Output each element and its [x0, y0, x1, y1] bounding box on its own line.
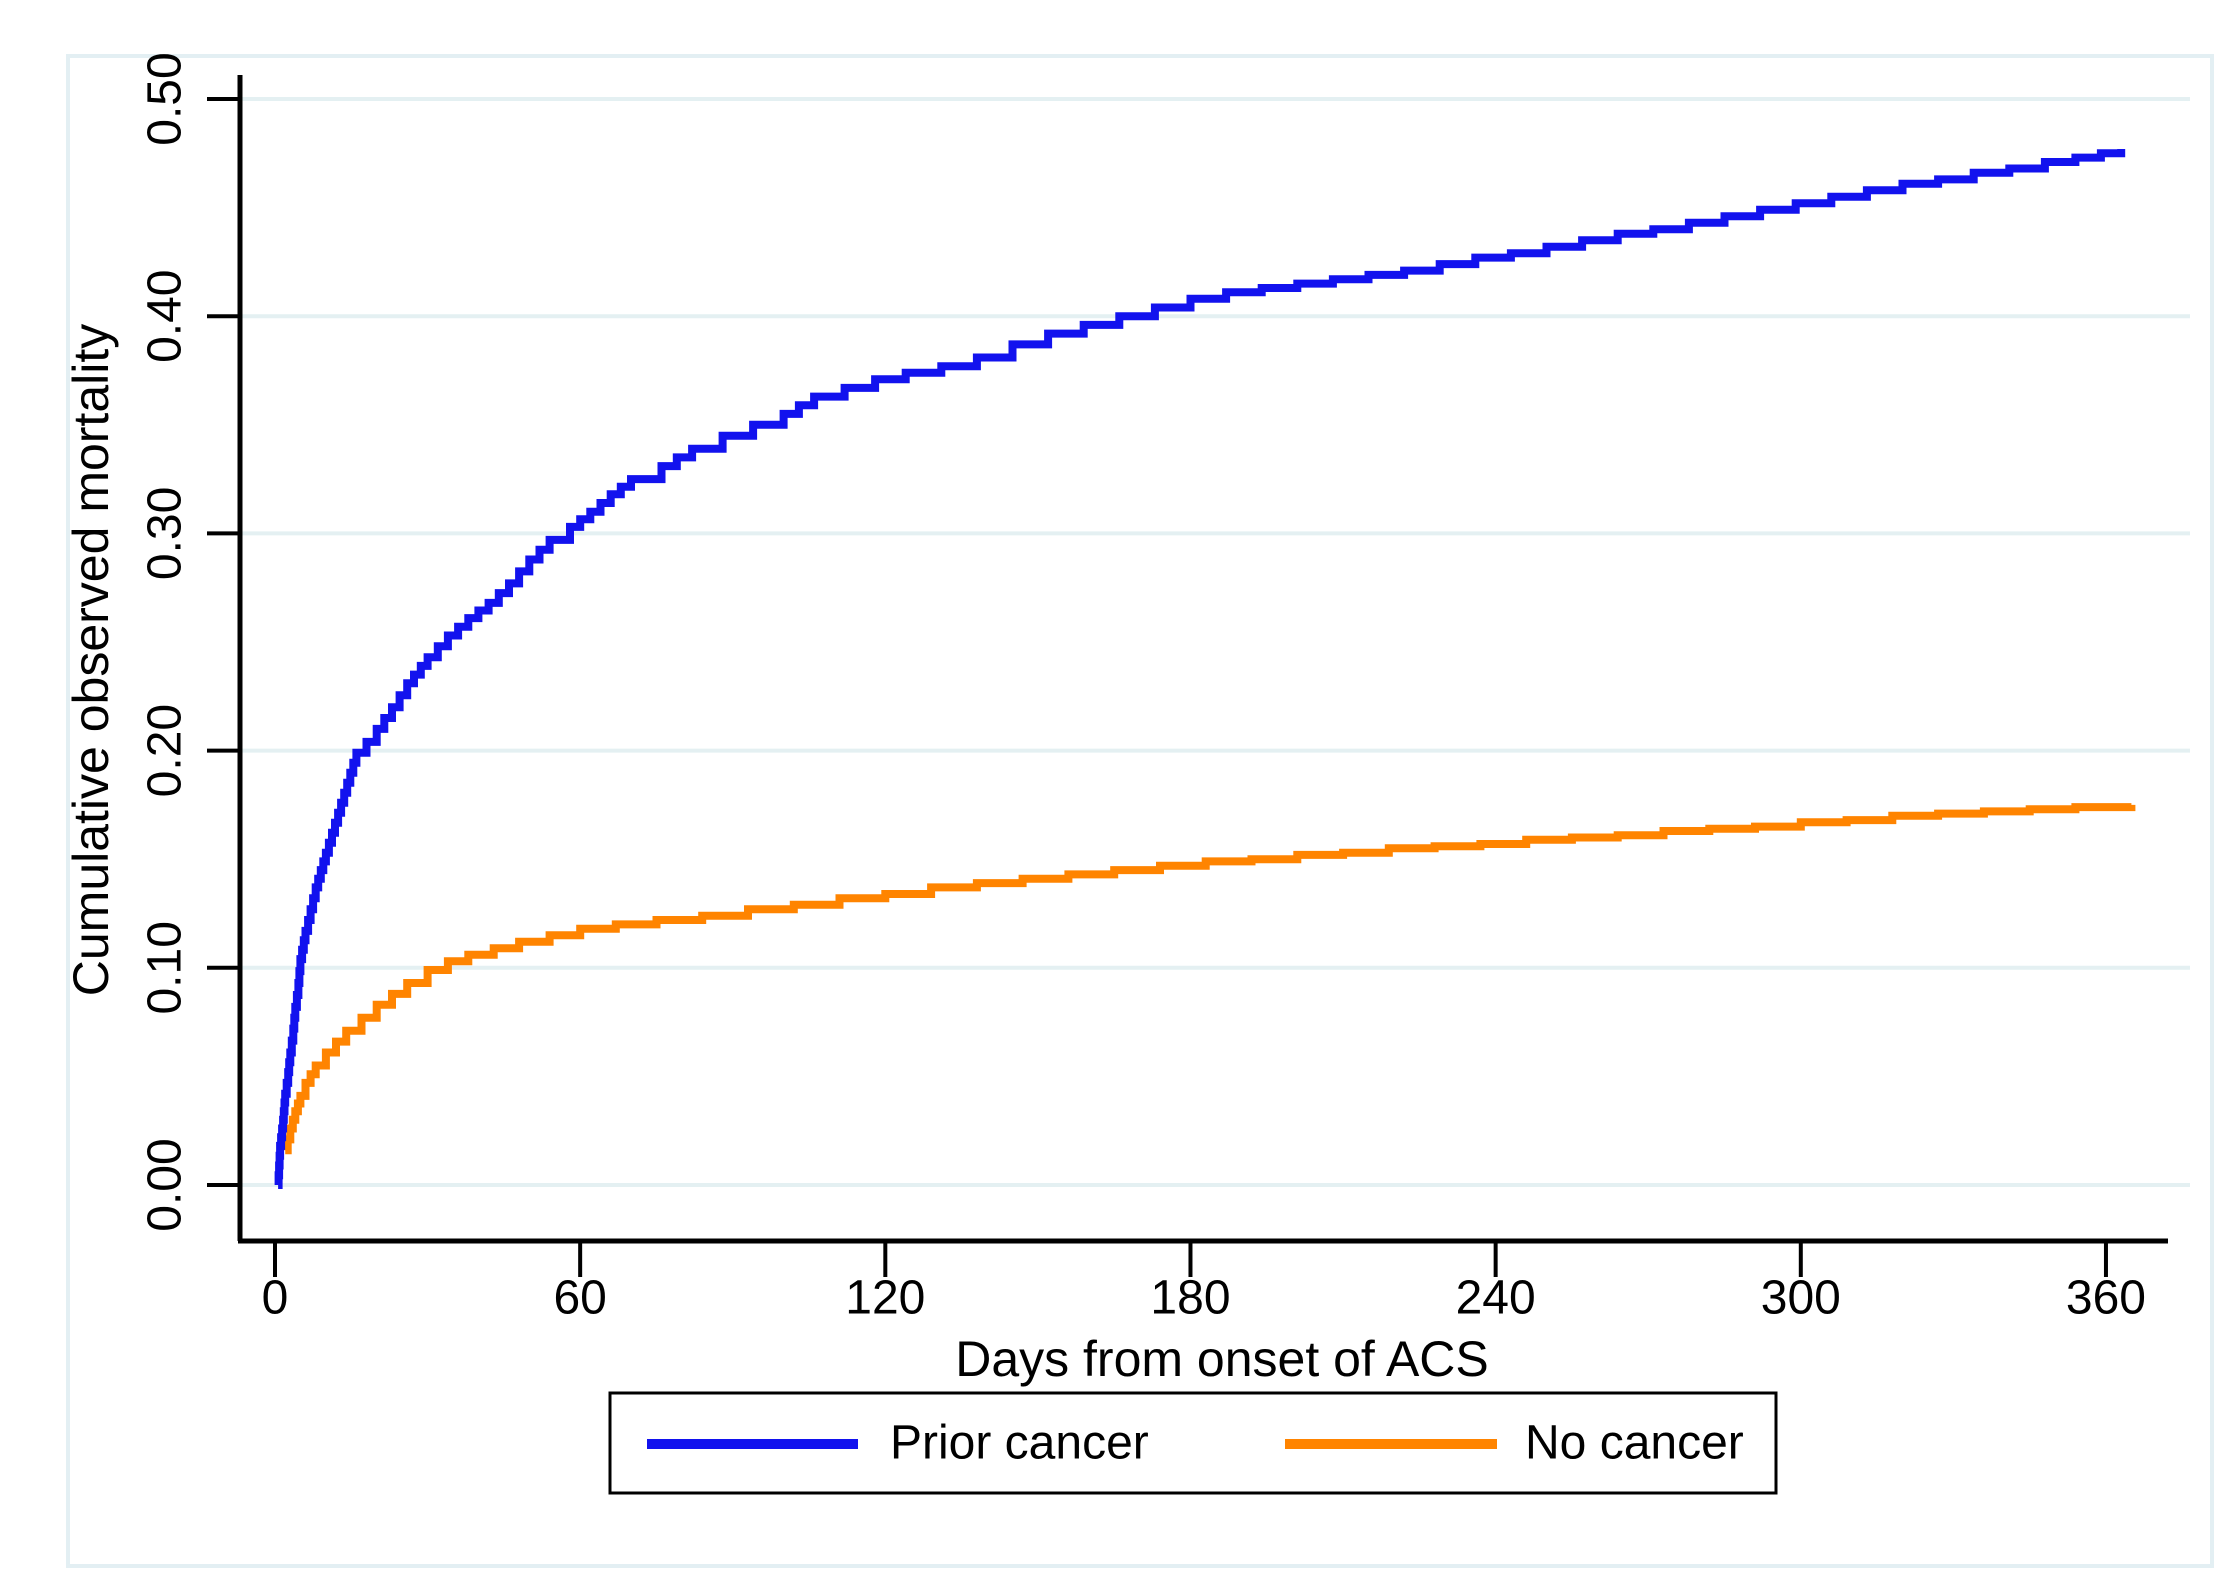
y-tick-label-0.10: 0.10: [139, 921, 192, 1014]
y-tick-label-0.20: 0.20: [139, 704, 192, 797]
x-tick-label-120: 120: [845, 1272, 925, 1325]
legend-label-no-cancer: No cancer: [1525, 1417, 1744, 1470]
legend-box: [608, 1391, 1778, 1495]
y-tick-label-0.30: 0.30: [139, 487, 192, 580]
y-axis-title: Cumulative observed mortality: [63, 324, 119, 997]
x-tick-label-180: 180: [1150, 1272, 1230, 1325]
x-tick-label-360: 360: [2066, 1272, 2146, 1325]
y-tick-label-0.40: 0.40: [139, 269, 192, 362]
legend-label-prior-cancer: Prior cancer: [890, 1417, 1149, 1470]
figure-outer-border: [66, 54, 2214, 1568]
x-tick-label-60: 60: [553, 1272, 606, 1325]
prior-cancer-curve: [274, 149, 2126, 1189]
y-tick-label-0.50: 0.50: [139, 52, 192, 145]
y-tick-label-0.00: 0.00: [139, 1138, 192, 1231]
x-tick-label-0: 0: [262, 1272, 289, 1325]
x-tick-label-240: 240: [1456, 1272, 1536, 1325]
no-cancer-curve: [283, 803, 2136, 1155]
x-axis-title: Days from onset of ACS: [955, 1331, 1489, 1387]
x-tick-label-300: 300: [1761, 1272, 1841, 1325]
